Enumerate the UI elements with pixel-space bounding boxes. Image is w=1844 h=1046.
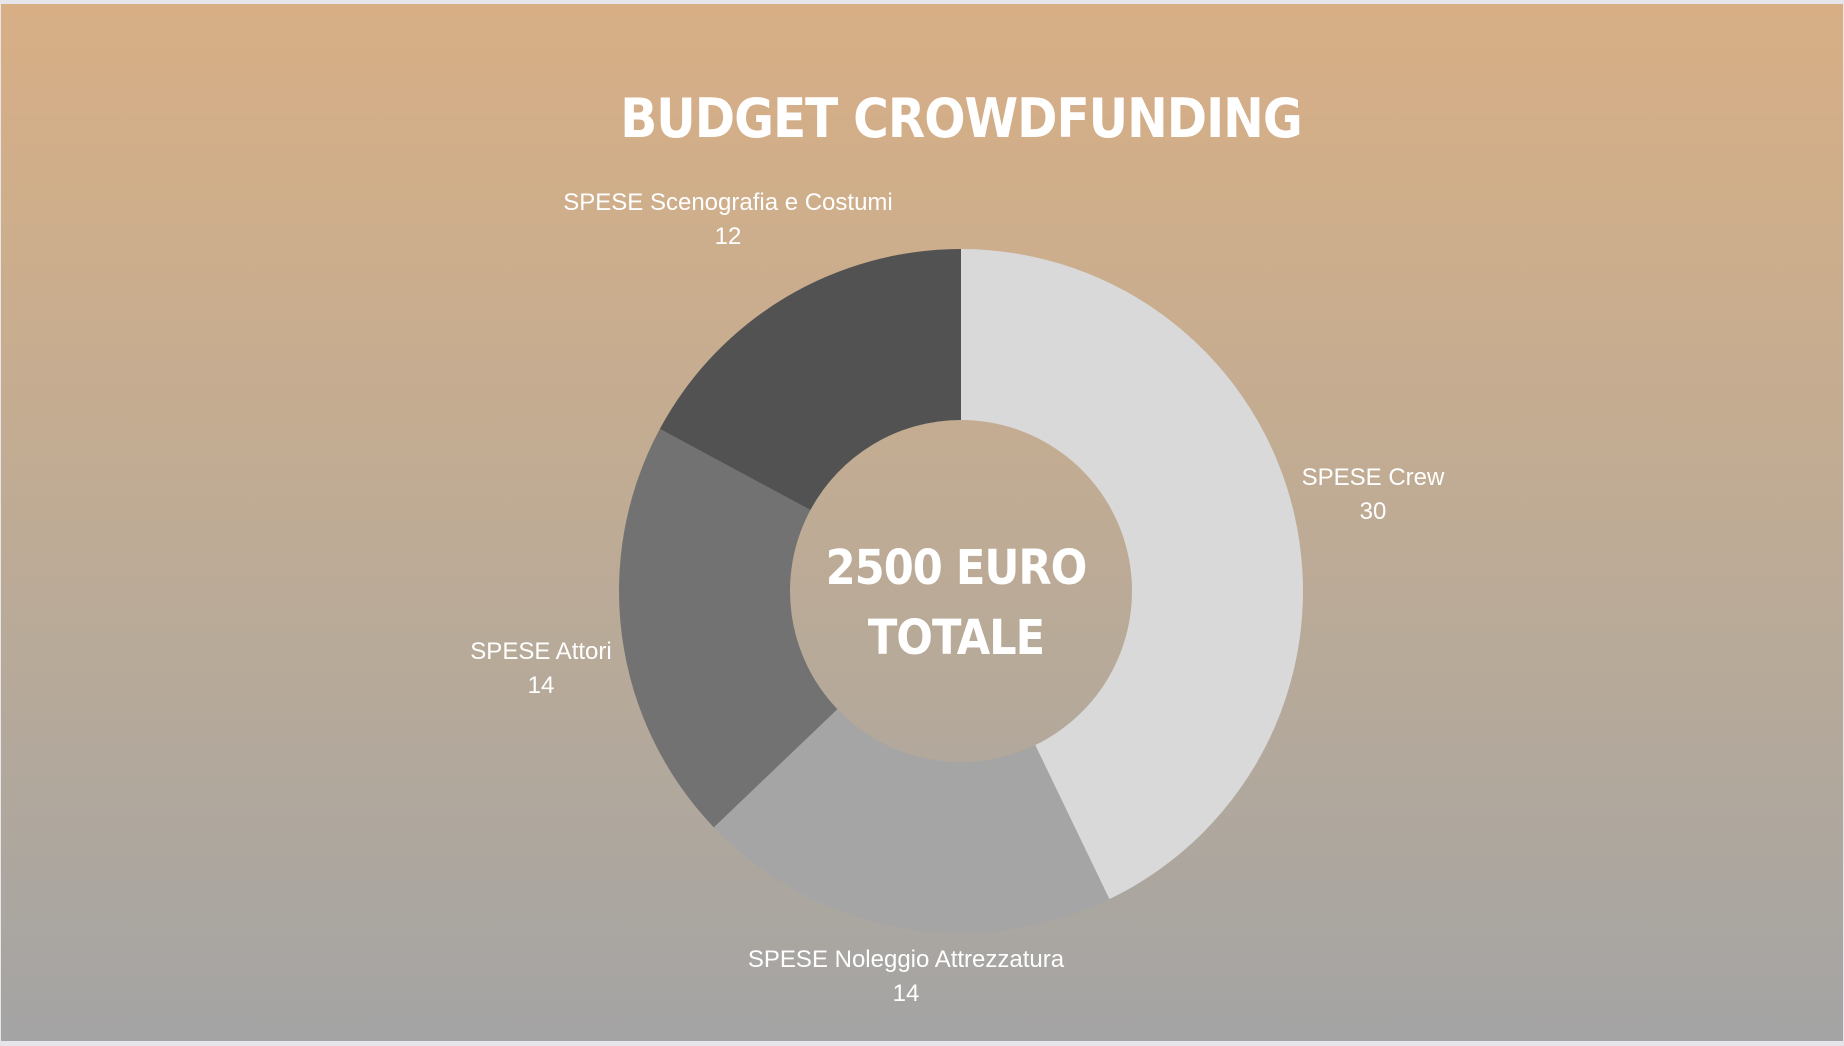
slices-group <box>618 249 1303 933</box>
slice-spese-noleggio-attrezzatura <box>713 709 1110 933</box>
slice-value-spese-scenografia-e-costumi: 12 <box>715 223 742 250</box>
slice-value-spese-attori: 14 <box>528 672 555 699</box>
slice-labels-group: SPESE Crew 30 SPESE Noleggio Attrezzatura 1… <box>470 189 1445 1007</box>
slide: BUDGET CROWDFUNDING SPESE Crew 30 SPESE No… <box>1 4 1843 1041</box>
slice-label-spese-crew: SPESE Crew <box>1302 464 1445 491</box>
slice-spese-crew <box>961 249 1303 900</box>
donut-chart: BUDGET CROWDFUNDING SPESE Crew 30 SPESE No… <box>470 87 1445 1007</box>
slice-label-spese-noleggio-attrezzatura: SPESE Noleggio Attrezzatura <box>748 946 1065 973</box>
slice-label-spese-attori: SPESE Attori <box>470 638 611 665</box>
slice-value-spese-noleggio-attrezzatura: 14 <box>893 980 920 1007</box>
center-total-amount: 2500 EURO <box>826 540 1087 596</box>
slice-spese-attori <box>618 428 838 828</box>
slice-label-spese-scenografia-e-costumi: SPESE Scenografia e Costumi <box>563 189 893 216</box>
slice-spese-scenografia-e-costumi <box>659 249 961 510</box>
center-total-label: TOTALE <box>868 610 1044 666</box>
slice-value-spese-crew: 30 <box>1360 498 1387 525</box>
chart-title: BUDGET CROWDFUNDING <box>620 87 1301 150</box>
